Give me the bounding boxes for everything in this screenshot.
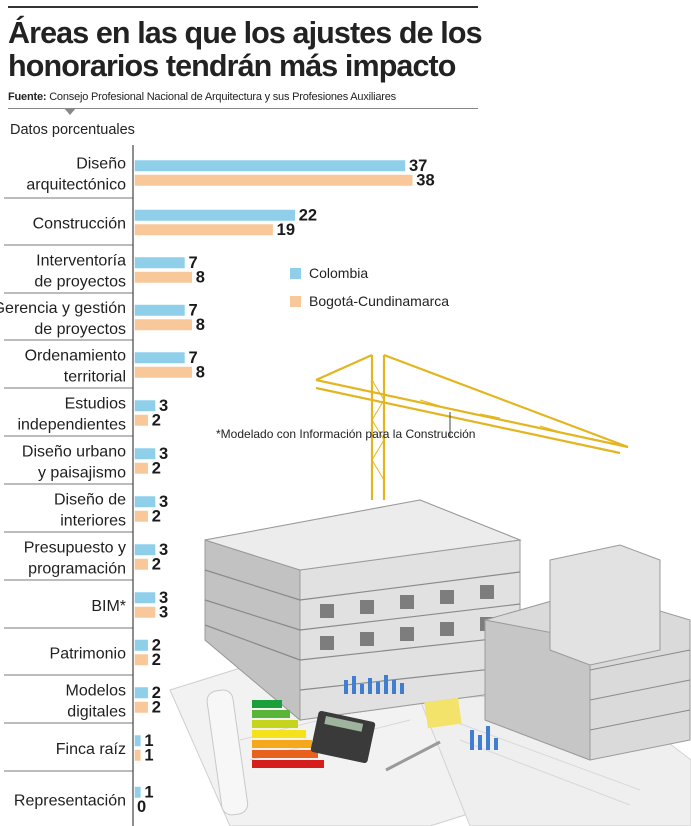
bar-colombia: [133, 255, 187, 270]
source-rule: [8, 108, 478, 109]
bar-bogota: [133, 365, 194, 380]
value-label: 3: [159, 493, 168, 511]
legend-swatch-bogota: [290, 295, 301, 307]
source-line: Fuente: Consejo Profesional Nacional de …: [8, 91, 396, 103]
value-label: 2: [152, 556, 161, 574]
bar-colombia: [133, 542, 157, 557]
value-label: 2: [152, 460, 161, 478]
bar-bogota: [133, 748, 143, 763]
category-label: Ordenamiento: [25, 348, 126, 365]
category-label: Gerencia y gestión: [0, 300, 126, 317]
bar-bogota: [133, 270, 194, 285]
pointer-mark: [64, 108, 76, 115]
source-label: Fuente:: [8, 91, 47, 103]
top-rule: [8, 6, 478, 8]
value-label: 7: [188, 254, 197, 272]
category-label: digitales: [67, 704, 126, 721]
value-label: 8: [196, 269, 205, 287]
category-label: territorial: [64, 369, 126, 386]
value-label: 22: [299, 207, 317, 225]
category-label: Finca raíz: [56, 741, 126, 758]
value-label: 3: [159, 397, 168, 415]
category-label: Interventoría: [36, 253, 126, 270]
bar-bogota: [133, 557, 150, 572]
value-label: 2: [152, 508, 161, 526]
source-text: Consejo Profesional Nacional de Arquitec…: [49, 91, 396, 103]
value-label: 1: [144, 732, 153, 750]
bar-bogota: [133, 173, 415, 188]
value-label: 3: [159, 604, 168, 622]
bar-colombia: [133, 208, 297, 223]
value-label: 2: [152, 699, 161, 717]
category-label: de proyectos: [34, 321, 126, 338]
value-label: 0: [137, 798, 146, 816]
legend-label-bogota: Bogotá-Cundinamarca: [309, 293, 450, 309]
value-label: 2: [152, 412, 161, 430]
bar-colombia: [133, 590, 157, 605]
category-label: Patrimonio: [50, 646, 127, 663]
value-label: 8: [196, 364, 205, 382]
bar-colombia: [133, 303, 187, 318]
value-label: 38: [416, 172, 434, 190]
legend-colombia: Colombia: [290, 265, 368, 281]
value-label: 7: [188, 302, 197, 320]
category-label: Estudios: [65, 396, 126, 413]
bar-bogota: [133, 605, 157, 620]
value-label: 2: [152, 651, 161, 669]
bar-bogota: [133, 413, 150, 428]
value-label: 2: [152, 684, 161, 702]
category-label: Construcción: [33, 216, 126, 233]
category-label: arquitectónico: [26, 177, 126, 194]
bar-colombia: [133, 446, 157, 461]
category-label: Diseño de: [54, 492, 126, 509]
bar-colombia: [133, 350, 187, 365]
legend-bogota: Bogotá-Cundinamarca: [290, 293, 449, 309]
value-label: 1: [144, 784, 153, 802]
legend-swatch-colombia: [290, 267, 301, 279]
category-label: y paisajismo: [38, 465, 126, 482]
bar-bogota: [133, 461, 150, 476]
category-label: Presupuesto y: [24, 540, 126, 557]
value-label: 3: [159, 589, 168, 607]
value-label: 37: [409, 157, 427, 175]
category-label: interiores: [60, 513, 126, 530]
chart-subtitle: Datos porcentuales: [10, 122, 135, 138]
value-label: 2: [152, 637, 161, 655]
value-label: 3: [159, 541, 168, 559]
bar-bogota: [133, 317, 194, 332]
bim-footnote: *Modelado con Información para la Constr…: [216, 427, 476, 441]
category-label: de proyectos: [34, 274, 126, 291]
bar-colombia: [133, 685, 150, 700]
category-label: programación: [28, 561, 126, 578]
bar-bogota: [133, 509, 150, 524]
bar-colombia: [133, 494, 157, 509]
category-label: Modelos: [66, 683, 126, 700]
legend-label-colombia: Colombia: [309, 265, 369, 281]
bar-bogota: [133, 652, 150, 667]
category-label: Representación: [14, 793, 126, 810]
value-label: 7: [188, 349, 197, 367]
category-label: Diseño: [76, 156, 126, 173]
bar-bogota: [133, 700, 150, 715]
bar-colombia: [133, 158, 407, 173]
category-label: independientes: [17, 417, 126, 434]
bar-colombia: [133, 785, 143, 800]
category-label: Diseño urbano: [22, 444, 126, 461]
value-label: 1: [144, 747, 153, 765]
bar-colombia: [133, 733, 143, 748]
category-label: BIM*: [91, 598, 126, 615]
bar-colombia: [133, 398, 157, 413]
value-label: 8: [196, 316, 205, 334]
bar-colombia: [133, 638, 150, 653]
chart-title: Áreas en las que los ajustes de los hono…: [8, 16, 483, 83]
bar-bogota: [133, 222, 275, 237]
value-label: 3: [159, 445, 168, 463]
value-label: 19: [277, 221, 295, 239]
